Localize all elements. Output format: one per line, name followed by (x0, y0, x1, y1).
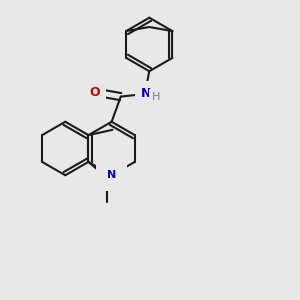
Text: N: N (107, 170, 116, 180)
Text: H: H (152, 92, 160, 102)
Text: O: O (89, 86, 100, 99)
Text: N: N (141, 88, 151, 100)
